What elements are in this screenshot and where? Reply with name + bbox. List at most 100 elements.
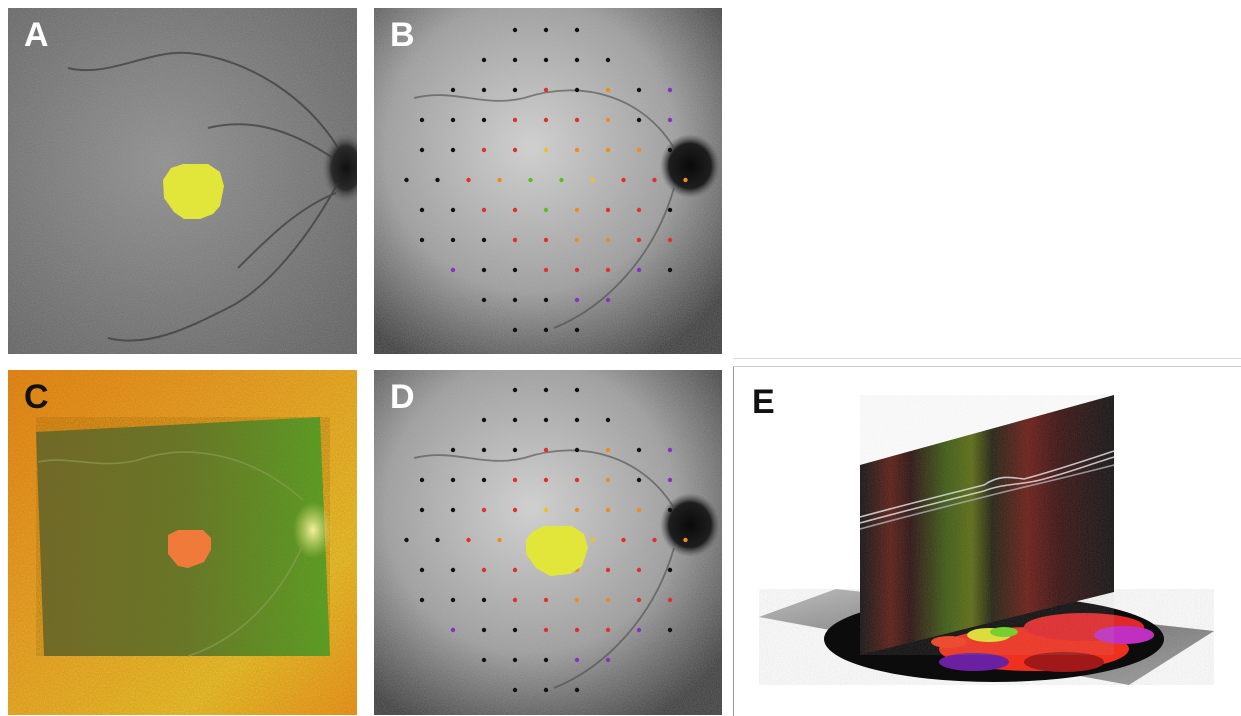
overlay-image-c	[8, 370, 357, 715]
stimulus-point	[683, 177, 688, 183]
stimulus-point	[481, 87, 487, 93]
microperimetry-image-b	[374, 8, 722, 354]
stimulus-point	[574, 147, 580, 153]
stimulus-point	[450, 267, 456, 273]
stimulus-point	[512, 597, 518, 603]
stimulus-point	[481, 657, 487, 663]
stimulus-point	[512, 207, 518, 213]
stimulus-point	[543, 477, 549, 483]
stimulus-point	[481, 297, 487, 303]
stimulus-point	[481, 117, 487, 123]
stimulus-point	[543, 657, 549, 663]
stimulus-point	[512, 687, 518, 693]
stimulus-point	[512, 507, 518, 513]
stimulus-point	[636, 507, 642, 513]
stimulus-point	[605, 297, 611, 303]
stimulus-point	[543, 237, 549, 243]
stimulus-point	[574, 27, 580, 33]
stimulus-point-grid-b	[404, 27, 688, 333]
stimulus-point	[512, 387, 518, 393]
stimulus-point	[512, 237, 518, 243]
stimulus-point	[497, 537, 502, 543]
sensitivity-heatmap	[931, 613, 1154, 672]
stimulus-point	[543, 207, 549, 213]
stimulus-point	[605, 477, 611, 483]
stimulus-point	[481, 147, 487, 153]
stimulus-point	[574, 57, 580, 63]
stimulus-point	[450, 87, 456, 93]
stimulus-point	[512, 57, 518, 63]
stimulus-point	[574, 327, 580, 333]
stimulus-point	[667, 147, 673, 153]
stimulus-point	[636, 627, 642, 633]
stimulus-point	[605, 597, 611, 603]
panel-b-microperimetry: B	[374, 8, 722, 354]
stimulus-point	[667, 567, 673, 573]
stimulus-point	[605, 567, 611, 573]
stimulus-point	[512, 477, 518, 483]
stimulus-point	[605, 447, 611, 453]
stimulus-point	[574, 87, 580, 93]
stimulus-point	[419, 597, 425, 603]
stimulus-point	[543, 507, 549, 513]
stimulus-point	[667, 447, 673, 453]
stimulus-point	[466, 177, 471, 183]
stimulus-point	[574, 477, 580, 483]
stimulus-point	[590, 537, 595, 543]
stimulus-point	[435, 177, 440, 183]
stimulus-point	[512, 417, 518, 423]
panel-e-top-border	[733, 358, 1241, 359]
panel-label-b: B	[390, 16, 415, 54]
stimulus-point	[481, 207, 487, 213]
stimulus-point	[419, 207, 425, 213]
stimulus-point	[636, 147, 642, 153]
stimulus-point	[605, 417, 611, 423]
stimulus-point	[667, 597, 673, 603]
stimulus-point	[481, 477, 487, 483]
stimulus-point	[543, 387, 549, 393]
panel-label-d: D	[390, 378, 415, 416]
stimulus-point	[481, 567, 487, 573]
stimulus-point	[404, 537, 409, 543]
stimulus-point	[512, 657, 518, 663]
stimulus-point	[450, 597, 456, 603]
stimulus-point	[543, 597, 549, 603]
stimulus-point	[605, 267, 611, 273]
stimulus-point	[636, 567, 642, 573]
stimulus-point	[636, 87, 642, 93]
oct-3d-visualization	[759, 395, 1214, 685]
stimulus-point	[559, 177, 564, 183]
stimulus-point	[574, 447, 580, 453]
stimulus-point	[512, 297, 518, 303]
stimulus-point	[543, 417, 549, 423]
stimulus-point	[419, 567, 425, 573]
fundus-image-a	[8, 8, 357, 354]
stimulus-point	[605, 507, 611, 513]
panel-a-fundus-image: A	[8, 8, 357, 354]
stimulus-point	[450, 627, 456, 633]
stimulus-point	[528, 177, 533, 183]
stimulus-point	[621, 177, 626, 183]
stimulus-point	[450, 237, 456, 243]
stimulus-point	[466, 537, 471, 543]
stimulus-point	[481, 267, 487, 273]
stimulus-point	[512, 267, 518, 273]
stimulus-point	[574, 597, 580, 603]
stimulus-point	[636, 207, 642, 213]
stimulus-point	[652, 537, 657, 543]
panel-e-3d-oct-map: E	[733, 366, 1241, 716]
stimulus-point	[543, 297, 549, 303]
stimulus-point	[512, 567, 518, 573]
stimulus-point	[450, 507, 456, 513]
stimulus-point	[450, 567, 456, 573]
stimulus-point	[512, 627, 518, 633]
lesion-segmentation-c	[168, 530, 211, 568]
stimulus-point	[512, 87, 518, 93]
stimulus-point	[574, 627, 580, 633]
stimulus-point	[512, 327, 518, 333]
stimulus-point	[605, 147, 611, 153]
stimulus-point	[419, 147, 425, 153]
stimulus-point	[419, 237, 425, 243]
stimulus-point	[574, 117, 580, 123]
stimulus-point	[481, 417, 487, 423]
